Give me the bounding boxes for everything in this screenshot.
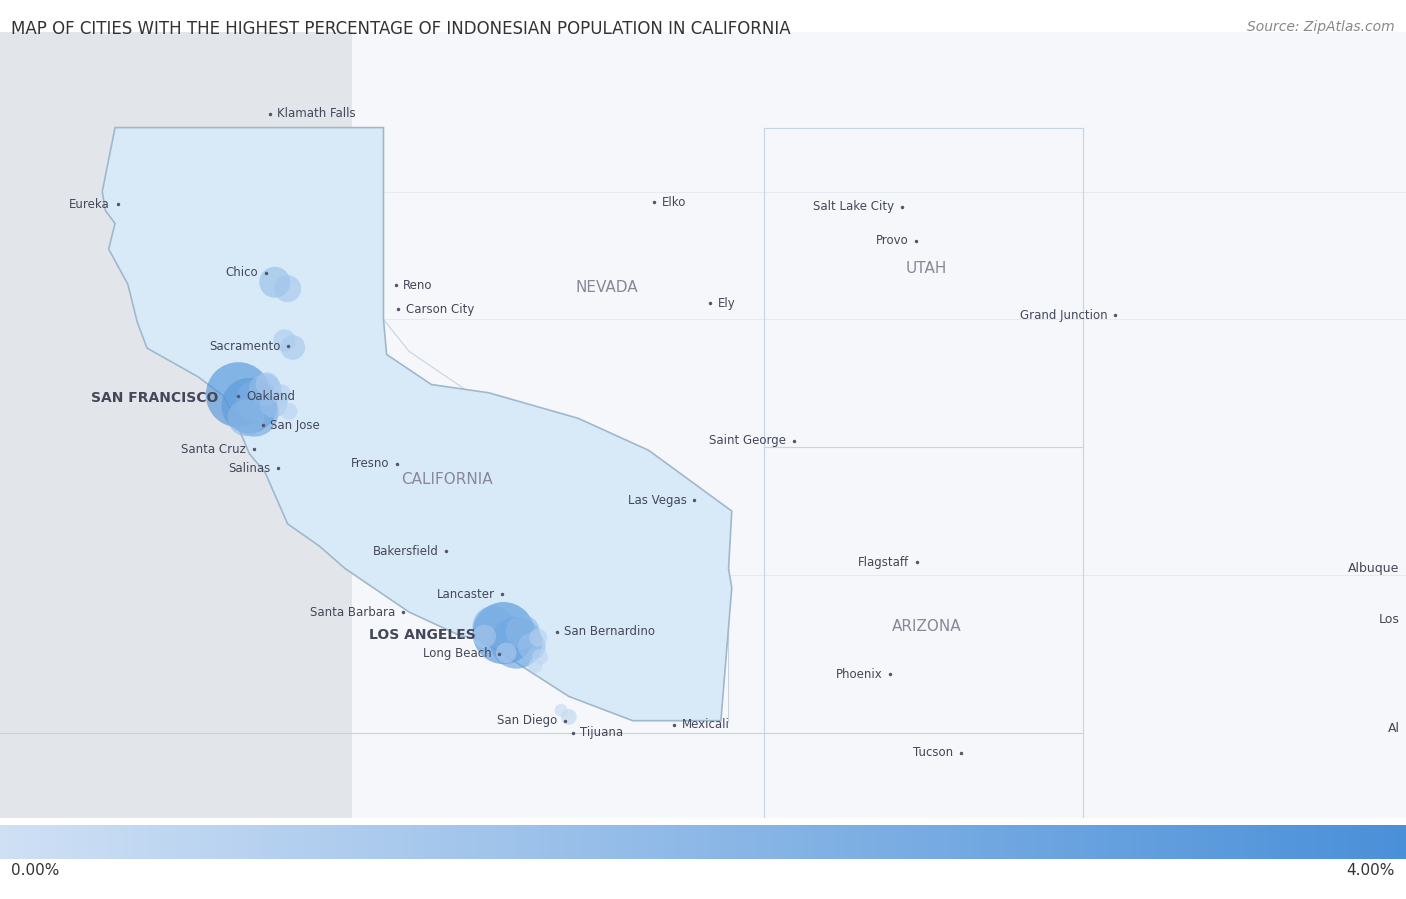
Point [246, 393, 269, 407]
Polygon shape [103, 128, 731, 721]
Point [238, 398, 260, 413]
Point [263, 396, 285, 411]
Text: Flagstaff: Flagstaff [858, 556, 910, 569]
Text: Klamath Falls: Klamath Falls [277, 107, 356, 120]
Point [228, 387, 250, 402]
Point [281, 340, 304, 354]
Text: 4.00%: 4.00% [1347, 863, 1395, 877]
Text: Albuque: Albuque [1348, 562, 1399, 575]
Text: Saint George: Saint George [709, 434, 786, 448]
Point [277, 405, 299, 419]
Text: San Diego: San Diego [498, 714, 557, 727]
Text: Long Beach: Long Beach [423, 647, 492, 660]
Text: Ely: Ely [717, 297, 735, 310]
Text: SAN FRANCISCO: SAN FRANCISCO [91, 391, 218, 405]
Text: Phoenix: Phoenix [835, 668, 883, 681]
Point [492, 626, 515, 640]
Text: Santa Barbara: Santa Barbara [309, 606, 395, 619]
Text: Las Vegas: Las Vegas [627, 494, 686, 507]
Text: Bakersfield: Bakersfield [373, 545, 439, 557]
Text: Provo: Provo [876, 235, 908, 247]
Text: 0.00%: 0.00% [11, 863, 59, 877]
Text: UTAH: UTAH [905, 261, 948, 276]
Text: Eureka: Eureka [69, 198, 110, 210]
Text: MAP OF CITIES WITH THE HIGHEST PERCENTAGE OF INDONESIAN POPULATION IN CALIFORNIA: MAP OF CITIES WITH THE HIGHEST PERCENTAG… [11, 20, 790, 38]
Text: San Jose: San Jose [270, 419, 321, 432]
Text: Reno: Reno [404, 279, 433, 292]
Text: Mexicali: Mexicali [682, 718, 730, 731]
Text: Fresno: Fresno [350, 458, 389, 470]
Point [273, 334, 295, 348]
Text: Grand Junction: Grand Junction [1019, 309, 1108, 322]
Point [277, 281, 299, 296]
Text: Elko: Elko [662, 196, 686, 209]
Text: NEVADA: NEVADA [576, 280, 638, 295]
Text: Oakland: Oakland [246, 389, 295, 403]
Text: Lancaster: Lancaster [437, 588, 495, 601]
Text: Tijuana: Tijuana [581, 726, 623, 739]
Text: Los: Los [1379, 613, 1399, 627]
Point [474, 629, 496, 644]
Text: Carson City: Carson City [406, 303, 474, 316]
Text: LOS ANGELES: LOS ANGELES [370, 628, 477, 642]
Point [550, 703, 572, 717]
Text: Salinas: Salinas [228, 462, 270, 475]
Point [520, 639, 543, 654]
Point [505, 636, 527, 650]
Point [524, 659, 547, 673]
Point [482, 619, 505, 634]
Point [254, 382, 277, 396]
Text: Tucson: Tucson [912, 746, 953, 759]
Text: Source: ZipAtlas.com: Source: ZipAtlas.com [1247, 20, 1395, 34]
Text: ARIZONA: ARIZONA [891, 619, 962, 634]
Text: Sacramento: Sacramento [209, 340, 281, 352]
Text: Al: Al [1388, 722, 1399, 734]
Point [529, 650, 551, 664]
Point [235, 411, 257, 425]
Point [263, 275, 285, 289]
Text: Chico: Chico [225, 266, 259, 280]
Text: CALIFORNIA: CALIFORNIA [402, 472, 494, 486]
Point [495, 645, 517, 660]
Point [270, 387, 292, 401]
Text: San Bernardino: San Bernardino [564, 626, 655, 638]
Text: Salt Lake City: Salt Lake City [813, 200, 894, 213]
Text: Santa Cruz: Santa Cruz [181, 442, 246, 456]
Point [558, 709, 581, 724]
Point [512, 625, 534, 639]
Point [256, 377, 278, 391]
Point [527, 630, 550, 645]
Bar [352, 31, 1406, 818]
Point [243, 405, 266, 420]
